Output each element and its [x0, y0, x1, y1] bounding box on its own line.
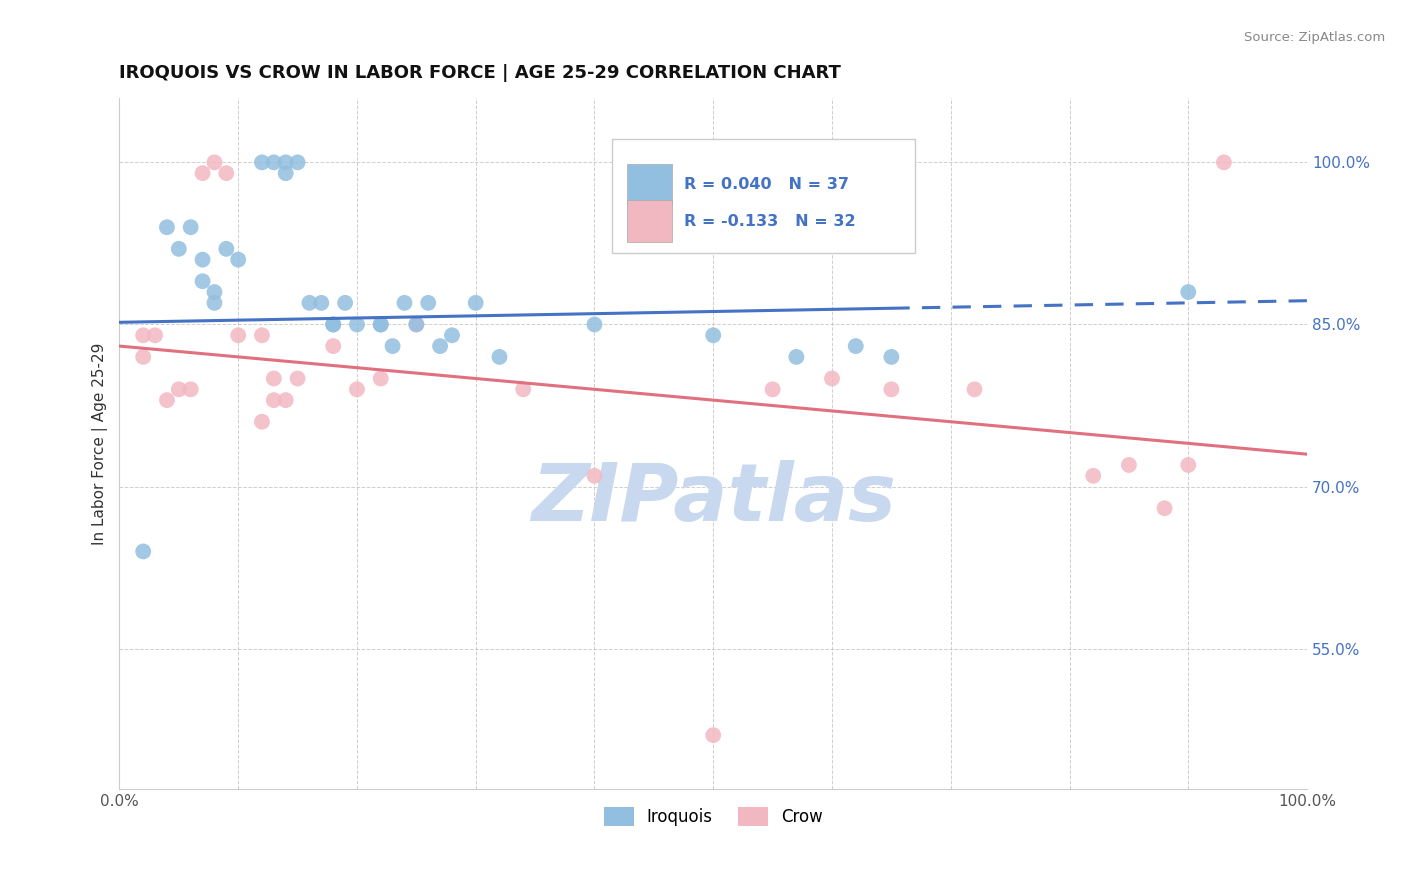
- Point: [1212, 155, 1234, 169]
- Point: [346, 318, 368, 332]
- Y-axis label: In Labor Force | Age 25-29: In Labor Force | Age 25-29: [93, 343, 108, 544]
- Legend: Iroquois, Crow: Iroquois, Crow: [598, 800, 830, 833]
- Point: [250, 415, 273, 429]
- Point: [845, 339, 868, 353]
- Point: [250, 328, 273, 343]
- Point: [880, 350, 903, 364]
- Point: [204, 296, 226, 310]
- Point: [250, 155, 273, 169]
- Point: [263, 371, 285, 385]
- Point: [880, 382, 903, 396]
- Point: [132, 544, 155, 558]
- Point: [963, 382, 986, 396]
- Point: [762, 382, 785, 396]
- Point: [488, 350, 510, 364]
- Point: [167, 382, 190, 396]
- Text: ZIPatlas: ZIPatlas: [530, 459, 896, 538]
- Point: [405, 318, 427, 332]
- Point: [263, 393, 285, 408]
- Point: [440, 328, 463, 343]
- Point: [370, 371, 392, 385]
- Point: [298, 296, 321, 310]
- Point: [180, 382, 202, 396]
- Point: [132, 328, 155, 343]
- Point: [1177, 458, 1199, 472]
- Point: [702, 328, 724, 343]
- Point: [167, 242, 190, 256]
- Point: [263, 155, 285, 169]
- Point: [274, 393, 297, 408]
- Point: [132, 350, 155, 364]
- Point: [405, 318, 427, 332]
- Point: [215, 242, 238, 256]
- Point: [191, 274, 214, 288]
- Point: [512, 382, 534, 396]
- Point: [143, 328, 166, 343]
- Point: [381, 339, 404, 353]
- Point: [156, 393, 179, 408]
- Point: [429, 339, 451, 353]
- Point: [785, 350, 807, 364]
- Point: [702, 728, 724, 742]
- Point: [370, 318, 392, 332]
- Text: R = -0.133   N = 32: R = -0.133 N = 32: [683, 214, 855, 228]
- Point: [322, 318, 344, 332]
- Point: [1118, 458, 1140, 472]
- Point: [311, 296, 333, 310]
- Point: [322, 318, 344, 332]
- Text: IROQUOIS VS CROW IN LABOR FORCE | AGE 25-29 CORRELATION CHART: IROQUOIS VS CROW IN LABOR FORCE | AGE 25…: [120, 64, 841, 82]
- Text: Source: ZipAtlas.com: Source: ZipAtlas.com: [1244, 31, 1385, 45]
- Point: [464, 296, 486, 310]
- Point: [346, 382, 368, 396]
- Point: [156, 220, 179, 235]
- Bar: [627, 201, 672, 242]
- Point: [333, 296, 356, 310]
- Point: [418, 296, 440, 310]
- Point: [1177, 285, 1199, 299]
- Bar: [612, 139, 915, 253]
- Point: [821, 371, 844, 385]
- Point: [322, 339, 344, 353]
- Point: [191, 252, 214, 267]
- Point: [287, 371, 309, 385]
- Point: [226, 252, 249, 267]
- Point: [191, 166, 214, 180]
- Point: [274, 166, 297, 180]
- Point: [274, 155, 297, 169]
- Point: [226, 328, 249, 343]
- Point: [180, 220, 202, 235]
- Point: [583, 318, 606, 332]
- Point: [1153, 501, 1175, 516]
- Bar: [627, 164, 672, 205]
- Point: [204, 285, 226, 299]
- Point: [394, 296, 416, 310]
- Point: [583, 468, 606, 483]
- Point: [204, 155, 226, 169]
- Point: [287, 155, 309, 169]
- Point: [1083, 468, 1105, 483]
- Point: [215, 166, 238, 180]
- Point: [370, 318, 392, 332]
- Text: R = 0.040   N = 37: R = 0.040 N = 37: [683, 178, 849, 192]
